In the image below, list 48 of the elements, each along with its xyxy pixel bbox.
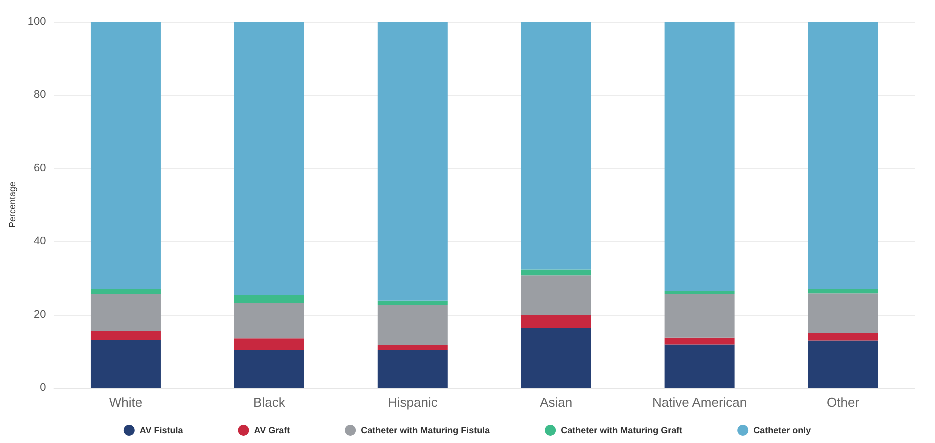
- bar: [664, 22, 735, 292]
- x-tick-label: Native American: [652, 395, 748, 410]
- x-tick-label: White: [109, 395, 143, 410]
- bar: [521, 22, 592, 270]
- bar: [378, 305, 448, 346]
- legend-label: Catheter with Maturing Graft: [561, 426, 683, 436]
- y-tick-label: 20: [34, 308, 46, 321]
- bar: [378, 22, 448, 301]
- bar: [808, 289, 878, 294]
- y-tick-label: 80: [34, 89, 46, 102]
- y-tick-label: 60: [34, 162, 46, 174]
- bar: [808, 340, 878, 388]
- x-tick-label: Black: [254, 395, 286, 410]
- bar: [521, 315, 592, 328]
- bar: [234, 295, 304, 304]
- legend-label: AV Fistula: [140, 426, 184, 436]
- legend-label: Catheter only: [754, 426, 812, 436]
- bar: [664, 344, 735, 388]
- x-tick-label: Asian: [540, 395, 573, 410]
- bar: [521, 270, 592, 276]
- bar: [521, 276, 592, 316]
- bar: [90, 294, 161, 332]
- y-tick-label: 0: [40, 382, 46, 394]
- bar: [234, 338, 304, 350]
- bar: [90, 340, 161, 388]
- bar: [808, 294, 878, 334]
- legend-label: Catheter with Maturing Fistula: [361, 426, 492, 436]
- bar: [664, 338, 735, 345]
- bar: [90, 22, 161, 290]
- bar: [234, 22, 304, 296]
- legend-label: AV Graft: [254, 426, 290, 436]
- bar: [521, 328, 592, 388]
- bar: [378, 300, 448, 306]
- bar: [90, 331, 161, 340]
- bar: [664, 294, 735, 338]
- bar: [808, 333, 878, 341]
- y-axis-title: Percentage: [8, 182, 18, 228]
- bar: [664, 291, 735, 294]
- bar: [234, 350, 304, 388]
- x-tick-label: Other: [827, 395, 860, 410]
- x-tick-label: Hispanic: [388, 395, 438, 410]
- y-tick-label: 40: [34, 236, 46, 248]
- y-tick-label: 100: [28, 16, 46, 28]
- bar: [808, 22, 878, 290]
- bar: [234, 303, 304, 339]
- bar: [90, 289, 161, 294]
- bar: [378, 350, 448, 388]
- bar: [378, 346, 448, 350]
